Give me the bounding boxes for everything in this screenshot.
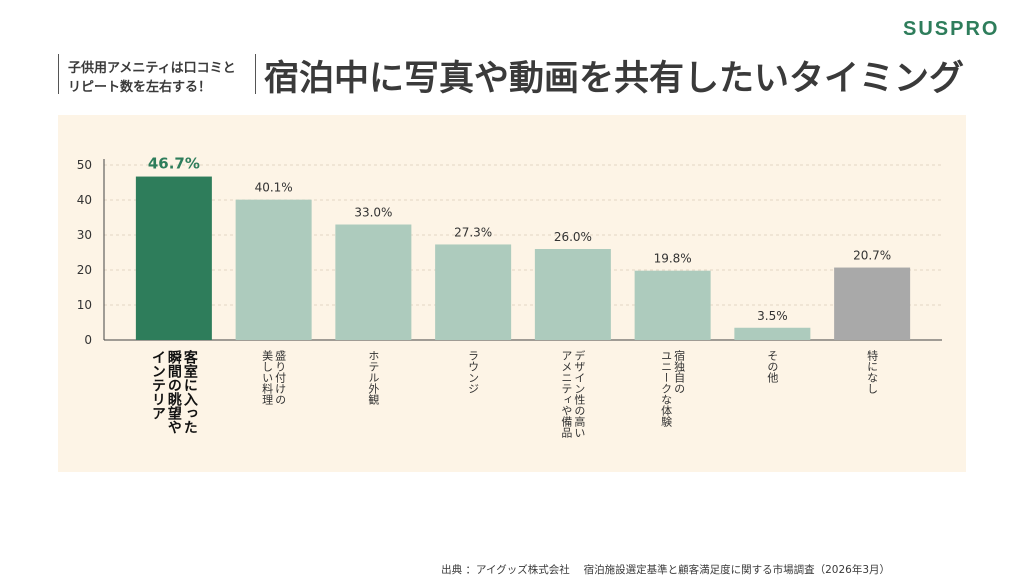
category-label: アメニティや備品 [560,350,573,438]
data-label: 26.0% [554,230,592,244]
category-label: 特になし [866,349,879,394]
category-label: ユニークな体験 [660,350,673,428]
bar [534,249,611,340]
category-label: 盛り付けの [274,349,287,405]
subtitle-line-1: 子供用アメニティは口コミと [68,61,236,76]
data-label: 20.7% [853,249,891,263]
y-tick-label: 50 [77,158,92,172]
data-label: 46.7% [148,155,200,173]
bar [435,244,512,340]
category-label: デザイン性の高い [573,349,586,438]
category-label: その他 [766,350,779,383]
bar [734,327,811,340]
category-label: インテリア [150,350,166,420]
chart-panel: 0 10 20 30 40 50 46.7% 客室に入った 瞬間の眺望や インテリア 40.1% 盛り… [58,115,966,576]
bar [135,176,212,340]
category-label: ホテル外観 [367,350,380,405]
y-tick-label: 20 [77,263,92,277]
data-label: 19.8% [654,252,692,266]
page-title: 宿泊中に写真や動画を共有したいタイミング [264,58,965,99]
category-label: 宿独自の [673,349,686,394]
category-label: 客室に入った [182,349,199,434]
y-tick-label: 30 [77,228,92,242]
category-label: 美しい料理 [261,350,274,405]
data-label: 33.0% [354,206,392,220]
data-label: 27.3% [454,225,492,239]
bar [235,199,312,340]
subtitle-bracket [58,54,256,94]
category-label: ラウンジ [467,350,480,394]
bar [335,224,412,340]
bar [834,267,911,340]
data-label: 3.5% [757,309,788,323]
subtitle-line-2: リピート数を左右する！ [68,80,212,95]
brand-logo: SUSPRO [903,18,1000,40]
y-tick-label: 0 [84,333,92,347]
y-tick-label: 10 [77,298,92,312]
y-tick-label: 40 [77,193,92,207]
bar [634,270,711,340]
category-label: 瞬間の眺望や [166,349,182,434]
source-note: 出典 ：アイグッズ株式会社 宿泊施設選定基準と顧客満足度に関する市場調査（202… [441,564,890,576]
data-label: 40.1% [255,181,293,195]
